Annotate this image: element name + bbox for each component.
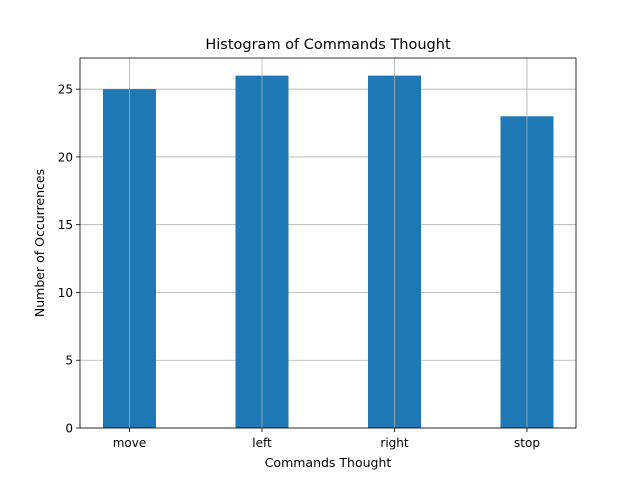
chart-title: Histogram of Commands Thought — [205, 37, 451, 53]
y-axis-ticks: 0 5 10 15 20 25 — [58, 83, 80, 436]
x-tick-label-move: move — [113, 436, 147, 450]
bars-layer — [103, 75, 554, 429]
x-tick-label-stop: stop — [514, 436, 540, 450]
y-axis-label: Number of Occurrences — [32, 169, 47, 317]
x-tick-label-left: left — [252, 436, 272, 450]
axes-frame — [79, 57, 577, 429]
y-tick-label: 20 — [58, 150, 73, 164]
y-tick-label: 0 — [65, 422, 73, 436]
y-tick-label: 25 — [58, 83, 73, 97]
y-tick-label: 5 — [65, 354, 73, 368]
x-tick-label-right: right — [380, 436, 408, 450]
vertical-grid-layer — [129, 58, 528, 428]
x-axis-label: Commands Thought — [265, 455, 392, 470]
y-tick-label: 10 — [58, 286, 73, 300]
x-axis-ticks: move left right stop — [113, 428, 540, 450]
y-tick-label: 15 — [58, 218, 73, 232]
